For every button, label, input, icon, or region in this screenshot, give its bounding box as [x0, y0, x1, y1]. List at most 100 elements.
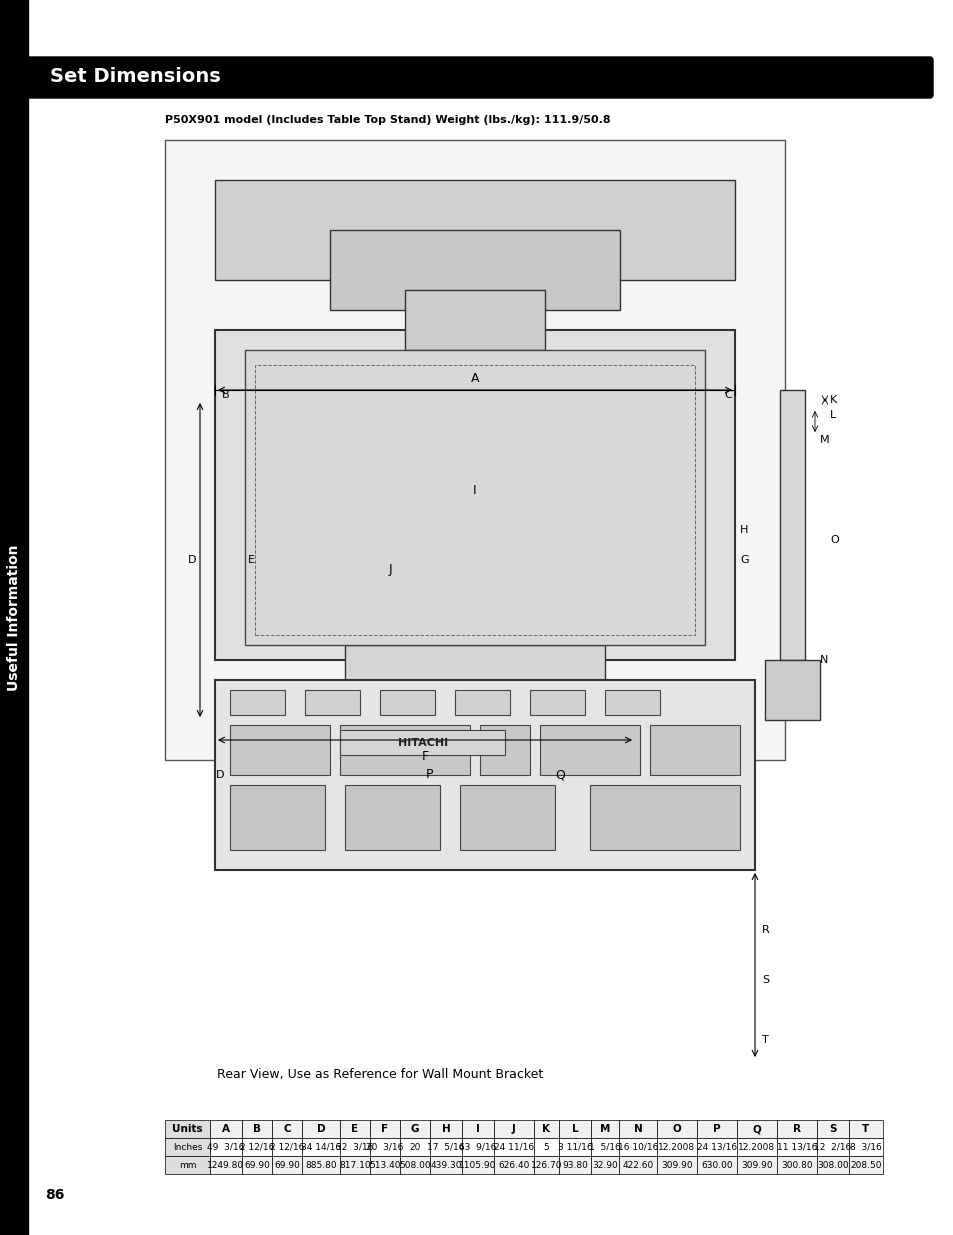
Text: 8  3/16: 8 3/16: [849, 1142, 881, 1151]
Text: 300.80: 300.80: [781, 1161, 812, 1170]
Text: 43  9/16: 43 9/16: [458, 1142, 497, 1151]
Bar: [534, 1156, 558, 1174]
Text: 12  2/16: 12 2/16: [814, 1142, 851, 1151]
Text: N: N: [633, 1124, 641, 1134]
Text: Set Dimensions: Set Dimensions: [50, 68, 220, 86]
Text: 24 11/16: 24 11/16: [494, 1142, 534, 1151]
Bar: [210, 1156, 242, 1174]
Text: 3 11/16: 3 11/16: [558, 1142, 592, 1151]
Bar: [302, 1137, 339, 1156]
Bar: [494, 1156, 534, 1174]
Bar: [245, 350, 704, 645]
Text: 126.70: 126.70: [530, 1161, 561, 1170]
Bar: [764, 659, 820, 720]
Text: O: O: [829, 535, 838, 545]
Bar: [339, 1120, 370, 1137]
Bar: [618, 1120, 657, 1137]
Bar: [339, 730, 504, 755]
Text: 93.80: 93.80: [561, 1161, 587, 1170]
Bar: [816, 1120, 848, 1137]
Bar: [399, 1137, 430, 1156]
Bar: [345, 785, 439, 850]
Text: 69.90: 69.90: [244, 1161, 270, 1170]
Bar: [461, 1120, 494, 1137]
Bar: [272, 1120, 302, 1137]
Bar: [534, 1137, 558, 1156]
Bar: [590, 1156, 618, 1174]
Bar: [657, 1156, 697, 1174]
Text: K: K: [829, 395, 837, 405]
Bar: [314, 690, 635, 715]
Text: 16 10/16: 16 10/16: [618, 1142, 658, 1151]
Text: K: K: [542, 1124, 550, 1134]
Text: I: I: [476, 1124, 479, 1134]
Text: 20: 20: [409, 1142, 420, 1151]
Text: Inches: Inches: [172, 1142, 202, 1151]
Bar: [737, 1156, 776, 1174]
Text: 508.00: 508.00: [398, 1161, 431, 1170]
Bar: [780, 390, 804, 659]
Text: J: J: [388, 563, 392, 577]
Text: Rear View, Use as Reference for Wall Mount Bracket: Rear View, Use as Reference for Wall Mou…: [216, 1068, 542, 1081]
Bar: [649, 725, 740, 776]
Bar: [455, 690, 510, 715]
Text: S: S: [761, 974, 768, 986]
FancyBboxPatch shape: [27, 57, 932, 98]
Text: H: H: [740, 525, 747, 535]
Bar: [494, 1120, 534, 1137]
Text: G: G: [740, 555, 748, 564]
Bar: [214, 680, 754, 869]
Bar: [230, 690, 285, 715]
Text: J: J: [512, 1124, 516, 1134]
Text: C: C: [723, 390, 731, 400]
Text: 17  5/16: 17 5/16: [427, 1142, 464, 1151]
Text: B: B: [222, 390, 230, 400]
Bar: [816, 1137, 848, 1156]
Text: 24 13/16: 24 13/16: [697, 1142, 737, 1151]
Bar: [461, 1156, 494, 1174]
Bar: [165, 1137, 210, 1156]
Bar: [345, 645, 604, 695]
Bar: [165, 1120, 210, 1137]
Bar: [461, 1137, 494, 1156]
Bar: [210, 1120, 242, 1137]
Text: 12.2008: 12.2008: [658, 1142, 695, 1151]
Bar: [430, 1137, 461, 1156]
Bar: [558, 1137, 590, 1156]
Text: T: T: [761, 1035, 768, 1045]
Text: 630.00: 630.00: [700, 1161, 732, 1170]
Text: 1105.90: 1105.90: [458, 1161, 497, 1170]
Text: O: O: [672, 1124, 680, 1134]
Text: D: D: [215, 769, 224, 781]
Bar: [816, 1156, 848, 1174]
Bar: [430, 1156, 461, 1174]
Text: 49  3/16: 49 3/16: [207, 1142, 244, 1151]
Bar: [230, 725, 330, 776]
Bar: [210, 1137, 242, 1156]
Text: 11 13/16: 11 13/16: [776, 1142, 817, 1151]
Bar: [305, 690, 359, 715]
Bar: [618, 1137, 657, 1156]
Text: D: D: [316, 1124, 325, 1134]
Text: H: H: [441, 1124, 450, 1134]
Text: 32  3/16: 32 3/16: [336, 1142, 374, 1151]
Bar: [242, 1137, 272, 1156]
Text: 439.30: 439.30: [430, 1161, 461, 1170]
Bar: [697, 1137, 737, 1156]
Bar: [737, 1120, 776, 1137]
Text: M: M: [820, 435, 829, 445]
Bar: [697, 1120, 737, 1137]
Text: P50X901 model (Includes Table Top Stand) Weight (lbs./kg): 111.9/50.8: P50X901 model (Includes Table Top Stand)…: [165, 115, 610, 125]
Bar: [165, 140, 784, 760]
Bar: [272, 1156, 302, 1174]
Bar: [430, 1120, 461, 1137]
Text: 32.90: 32.90: [592, 1161, 618, 1170]
Text: 309.90: 309.90: [740, 1161, 772, 1170]
Text: 2 12/16: 2 12/16: [239, 1142, 274, 1151]
Text: P: P: [713, 1124, 720, 1134]
Text: L: L: [829, 410, 836, 420]
Bar: [589, 785, 740, 850]
Text: S: S: [828, 1124, 836, 1134]
Text: C: C: [283, 1124, 291, 1134]
Text: 2 12/16: 2 12/16: [270, 1142, 304, 1151]
